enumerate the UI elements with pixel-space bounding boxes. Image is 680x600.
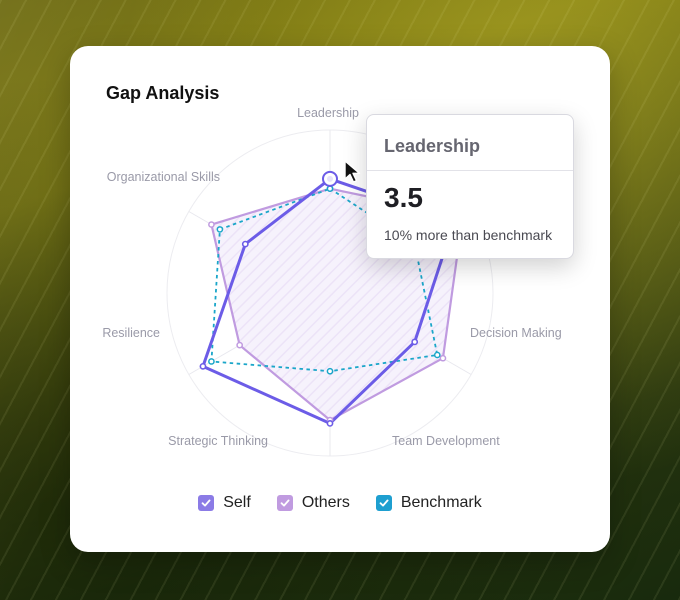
tooltip-value: 3.5 (384, 182, 423, 213)
axis-label-decision-making: Decision Making (470, 326, 562, 340)
series-others-point-organizational-skills (208, 221, 215, 228)
checkbox-benchmark[interactable] (375, 495, 392, 511)
legend-item-benchmark[interactable]: Benchmark (375, 494, 482, 512)
highlight-point-core (327, 175, 333, 182)
tooltip-subtitle: 10% more than benchmark (384, 227, 553, 243)
check-icon (280, 499, 290, 507)
axis-label-resilience: Resilience (102, 326, 160, 340)
series-self-point-resilience (199, 362, 207, 370)
legend-label-others: Others (301, 494, 350, 511)
mouse-cursor-icon (344, 160, 361, 183)
axis-label-leadership: Leadership (297, 106, 359, 120)
legend-item-others[interactable]: Others (276, 494, 350, 512)
series-benchmark-point-team-development (433, 351, 441, 359)
series-benchmark-point-strategic-thinking (326, 367, 334, 375)
check-icon (379, 499, 389, 507)
series-self-point-strategic-thinking (326, 419, 334, 427)
legend-item-self[interactable]: Self (198, 494, 251, 512)
axis-label-organizational-skills: Organizational Skills (106, 170, 220, 184)
legend: Self Others Benchmark (70, 494, 610, 512)
series-others-point-team-development (439, 354, 447, 362)
checkbox-self[interactable] (198, 495, 215, 511)
series-benchmark-point-organizational-skills (216, 226, 224, 233)
check-icon (201, 499, 211, 507)
series-others-point-resilience (236, 341, 244, 349)
tooltip: Leadership 3.5 10% more than benchmark (366, 114, 574, 259)
axis-label-strategic-thinking: Strategic Thinking (168, 434, 268, 448)
series-benchmark-point-resilience (208, 358, 215, 365)
series-self-point-team-development (411, 338, 419, 346)
series-self-point-organizational-skills (241, 240, 249, 248)
axis-label-team-development: Team Development (392, 434, 500, 448)
tooltip-title: Leadership (367, 115, 573, 171)
legend-label-self: Self (223, 494, 251, 511)
card-title: Gap Analysis (106, 83, 220, 103)
legend-label-benchmark: Benchmark (400, 494, 482, 511)
checkbox-others[interactable] (276, 495, 293, 511)
